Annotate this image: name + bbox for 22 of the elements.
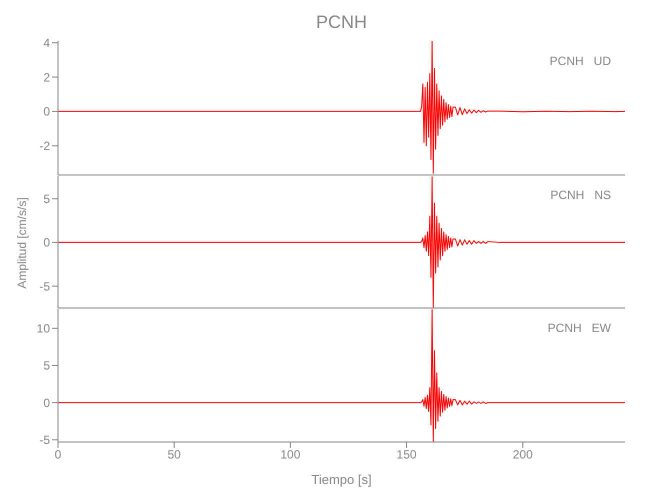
chart-title: PCNH [314, 11, 368, 34]
y-tick-label: 0 [43, 104, 50, 119]
y-tick-label: 5 [43, 358, 50, 373]
y-tick-label: 5 [43, 192, 50, 206]
y-tick-label: 0 [43, 396, 50, 410]
annotation: PCNH EW [548, 321, 611, 335]
x-tick-label: 150 [396, 448, 417, 462]
annotation: PCNH UD [550, 54, 611, 68]
y-tick-label: -2 [39, 139, 50, 154]
annotation: PCNH NS [550, 188, 611, 202]
y-tick-label: -5 [39, 433, 50, 448]
x-tick-label: 100 [280, 448, 301, 462]
y-tick-label: 0 [43, 236, 50, 250]
y-tick-label: -5 [39, 279, 50, 294]
y-tick-label: 4 [43, 36, 50, 50]
x-axis-title: Tiempo [s] [311, 472, 372, 487]
y-tick-label: 2 [43, 70, 50, 84]
x-tick-label: 50 [168, 448, 182, 462]
y-tick-label: 10 [36, 322, 50, 336]
x-tick-label: 200 [512, 448, 534, 462]
y-axis-title: Amplitud [cm/s/s] [15, 196, 29, 288]
x-tick-label: 0 [54, 448, 62, 462]
